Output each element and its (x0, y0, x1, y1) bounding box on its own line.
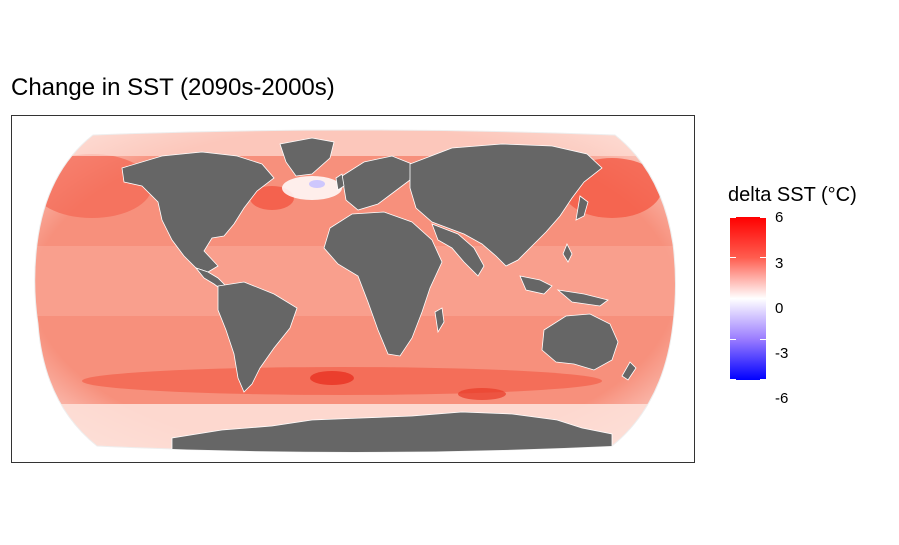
legend-tick-right (760, 379, 766, 380)
europe-land (341, 155, 413, 211)
legend-tick-left (730, 298, 736, 299)
north-america-land (121, 151, 275, 273)
legend-tick-left (730, 339, 736, 340)
legend-title: delta SST (°C) (728, 184, 857, 206)
world-map (34, 129, 676, 453)
australia-land (541, 313, 619, 371)
legend-tick-right (760, 217, 766, 218)
legend-tick-right (760, 339, 766, 340)
south-asia-land (431, 223, 485, 277)
map-panel (11, 115, 695, 463)
map-title: Change in SST (2090s-2000s) (11, 74, 335, 101)
japan-land (575, 195, 589, 221)
legend-colorbar (730, 217, 766, 380)
legend-label: -3 (775, 345, 789, 362)
legend-label: 0 (775, 300, 784, 317)
south-america-land (217, 281, 298, 393)
legend-tick-right (760, 257, 766, 258)
legend-tick-left (730, 217, 736, 218)
legend-tick-left (730, 379, 736, 380)
legend-label: 6 (775, 209, 784, 226)
new-zealand-land (621, 361, 637, 381)
greenland-land (279, 137, 335, 177)
legend-tick-left (730, 257, 736, 258)
maritime-asia-land (519, 275, 553, 295)
legend-label: 3 (775, 255, 784, 272)
uk-land (335, 173, 345, 191)
africa-land (323, 211, 443, 357)
land-masses (121, 137, 637, 452)
legend: delta SST (°C) 6 3 0 -3 -6 (727, 184, 892, 407)
madagascar-land (434, 307, 445, 334)
asia-land (409, 143, 603, 267)
legend-tick-right (760, 298, 766, 299)
legend-label: -6 (775, 390, 789, 407)
